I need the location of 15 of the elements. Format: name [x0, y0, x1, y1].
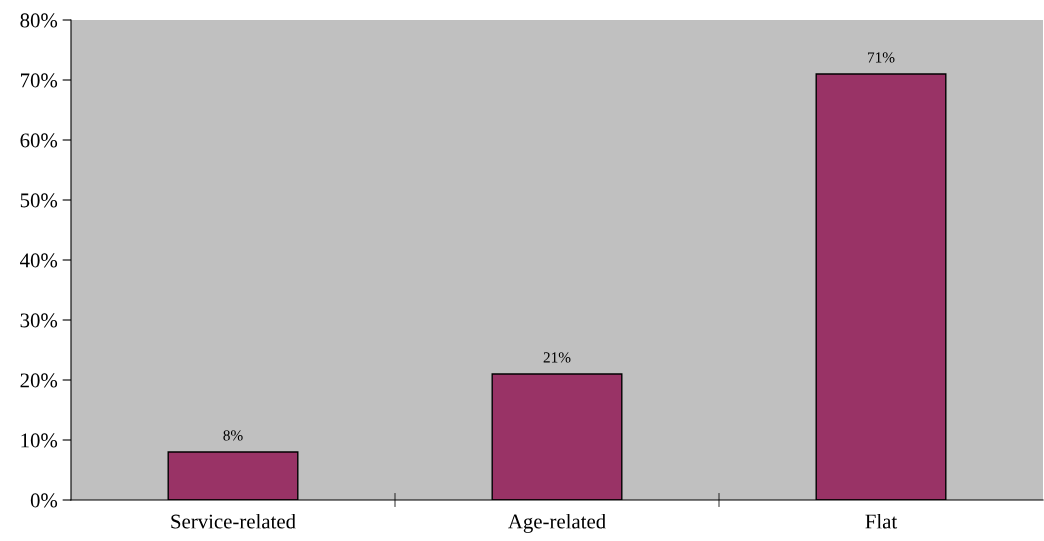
y-tick-label: 80% [20, 13, 58, 28]
data-label: 21% [543, 352, 571, 363]
y-tick-label: 60% [20, 133, 58, 148]
x-tick-label: Age-related [508, 513, 606, 533]
y-tick-label: 20% [20, 373, 58, 388]
data-label: 8% [223, 430, 243, 441]
y-tick-label: 70% [20, 73, 58, 88]
y-tick-label: 10% [21, 433, 58, 448]
y-tick-label: 40% [20, 253, 58, 268]
y-tick-label: 50% [20, 193, 58, 208]
y-tick-label: 30% [20, 313, 58, 328]
y-tick-label: 0% [30, 493, 58, 508]
data-label: 71% [868, 52, 895, 63]
x-tick-label: Service-related [171, 513, 296, 529]
x-tick-label: Flat [865, 513, 898, 529]
